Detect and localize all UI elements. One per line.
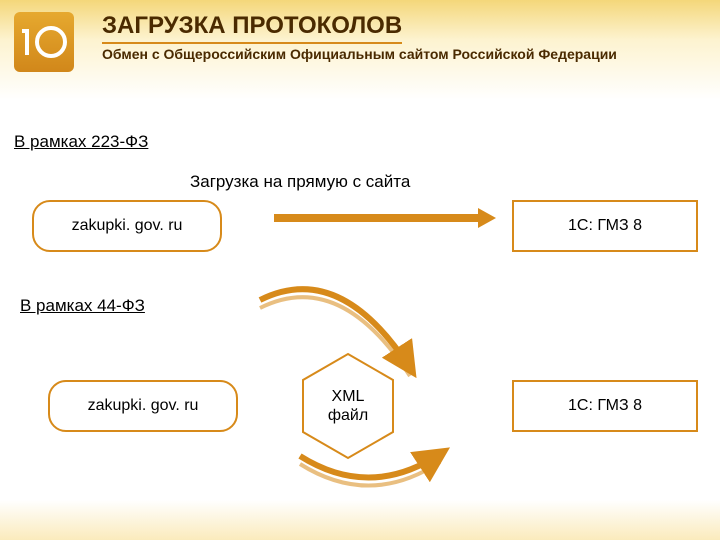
box-source-44: zakupki. gov. ru [48,380,238,432]
caption-223: Загрузка на прямую с сайта [190,172,410,192]
hexagon-xml-label: XML файл [312,375,385,437]
heading-44: В рамках 44-ФЗ [20,296,145,316]
page-title: ЗАГРУЗКА ПРОТОКОЛОВ [102,12,402,44]
page-subtitle: Обмен с Общероссийским Официальным сайто… [102,46,617,64]
box-target-223: 1С: ГМЗ 8 [512,200,698,252]
box-target-44-label: 1С: ГМЗ 8 [568,397,642,415]
logo-1c [14,12,74,72]
heading-223: В рамках 223-ФЗ [14,132,148,152]
arrow-223 [274,206,496,230]
logo-1c-icon [21,19,67,65]
box-target-44: 1С: ГМЗ 8 [512,380,698,432]
box-target-223-label: 1С: ГМЗ 8 [568,217,642,235]
slide-root: ЗАГРУЗКА ПРОТОКОЛОВ Обмен с Общероссийск… [0,0,720,540]
box-source-44-label: zakupki. gov. ru [88,397,199,415]
box-source-223: zakupki. gov. ru [32,200,222,252]
footer-gradient [0,500,720,540]
header: ЗАГРУЗКА ПРОТОКОЛОВ Обмен с Общероссийск… [0,0,720,100]
box-source-223-label: zakupki. gov. ru [72,217,183,235]
hexagon-xml: XML файл [294,352,402,460]
